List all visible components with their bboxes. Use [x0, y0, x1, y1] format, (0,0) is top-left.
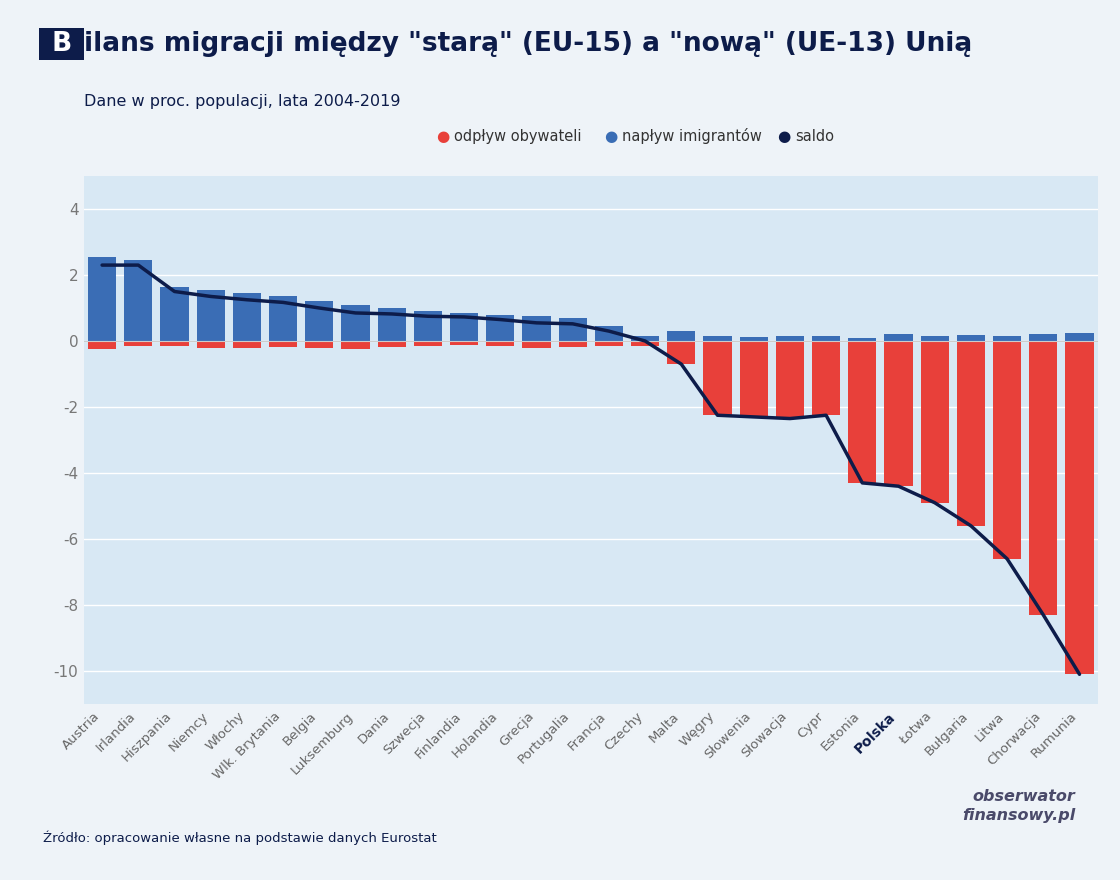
Bar [88, 257, 116, 341]
Bar [377, 308, 405, 341]
Bar [160, 287, 188, 341]
Bar [197, 290, 225, 341]
Bar [301, 176, 337, 704]
Bar [1025, 176, 1062, 704]
Text: Dane w proc. populacji, lata 2004-2019: Dane w proc. populacji, lata 2004-2019 [84, 94, 401, 109]
Bar [1065, 333, 1093, 341]
Text: B: B [43, 31, 81, 57]
Bar [522, 316, 551, 341]
Bar [595, 341, 623, 346]
Bar [631, 336, 660, 341]
Text: saldo: saldo [795, 128, 834, 144]
Text: ilans migracji między "starą" (EU-15) a "nową" (UE-13) Unią: ilans migracji między "starą" (EU-15) a … [84, 31, 972, 57]
Bar [483, 176, 519, 704]
Bar [663, 176, 699, 704]
Bar [953, 176, 989, 704]
Bar [921, 341, 949, 502]
Bar [486, 314, 514, 341]
Bar [812, 336, 840, 341]
Bar [342, 341, 370, 349]
Bar [193, 176, 228, 704]
Bar [522, 341, 551, 348]
Bar [627, 176, 663, 704]
Bar [377, 341, 405, 347]
Bar [554, 176, 591, 704]
Bar [668, 341, 696, 364]
Bar [410, 176, 446, 704]
Bar [844, 176, 880, 704]
Text: Źródło: opracowanie własne na podstawie danych Eurostat: Źródło: opracowanie własne na podstawie … [43, 831, 437, 845]
Bar [885, 341, 913, 486]
Bar [956, 341, 984, 525]
Text: ●: ● [436, 128, 449, 144]
Bar [1029, 334, 1057, 341]
Bar [776, 341, 804, 419]
Bar [956, 335, 984, 341]
Bar [559, 341, 587, 347]
Bar [989, 176, 1025, 704]
Bar [739, 337, 768, 341]
Bar [342, 304, 370, 341]
Bar [595, 326, 623, 341]
Bar [880, 176, 916, 704]
Bar [703, 336, 731, 341]
Bar [739, 341, 768, 417]
Bar [591, 176, 627, 704]
Bar [699, 176, 736, 704]
Bar [916, 176, 953, 704]
Bar [124, 341, 152, 346]
Bar [848, 338, 877, 341]
Bar [233, 341, 261, 348]
Bar [885, 334, 913, 341]
Bar [519, 176, 554, 704]
Bar [848, 341, 877, 483]
Bar [233, 293, 261, 341]
Bar [1062, 176, 1098, 704]
Text: napływ imigrantów: napływ imigrantów [622, 128, 762, 144]
Bar [84, 176, 120, 704]
Bar [736, 176, 772, 704]
Bar [446, 176, 483, 704]
Bar [124, 260, 152, 341]
Bar [197, 341, 225, 348]
Bar [157, 176, 193, 704]
Bar [486, 341, 514, 346]
Bar [413, 312, 442, 341]
Bar [160, 341, 188, 346]
Bar [921, 336, 949, 341]
Bar [772, 176, 808, 704]
Bar [993, 336, 1021, 341]
Bar [228, 176, 265, 704]
Bar [668, 331, 696, 341]
Bar [269, 341, 297, 347]
Bar [812, 341, 840, 415]
Bar [776, 336, 804, 341]
Bar [559, 318, 587, 341]
Bar [450, 313, 478, 341]
Bar [703, 341, 731, 415]
Bar [1065, 341, 1093, 674]
Bar [450, 341, 478, 345]
Bar [413, 341, 442, 346]
Text: ●: ● [777, 128, 791, 144]
Bar [305, 341, 334, 348]
Bar [88, 341, 116, 349]
Bar [269, 297, 297, 341]
Bar [808, 176, 844, 704]
Bar [993, 341, 1021, 559]
Text: odpływ obywateli: odpływ obywateli [454, 128, 581, 144]
Text: obserwator
finansowy.pl: obserwator finansowy.pl [962, 789, 1075, 823]
Bar [1029, 341, 1057, 615]
Bar [374, 176, 410, 704]
Bar [305, 301, 334, 341]
Bar [337, 176, 374, 704]
Bar [265, 176, 301, 704]
Bar [120, 176, 157, 704]
Bar [631, 341, 660, 346]
Text: ●: ● [604, 128, 617, 144]
